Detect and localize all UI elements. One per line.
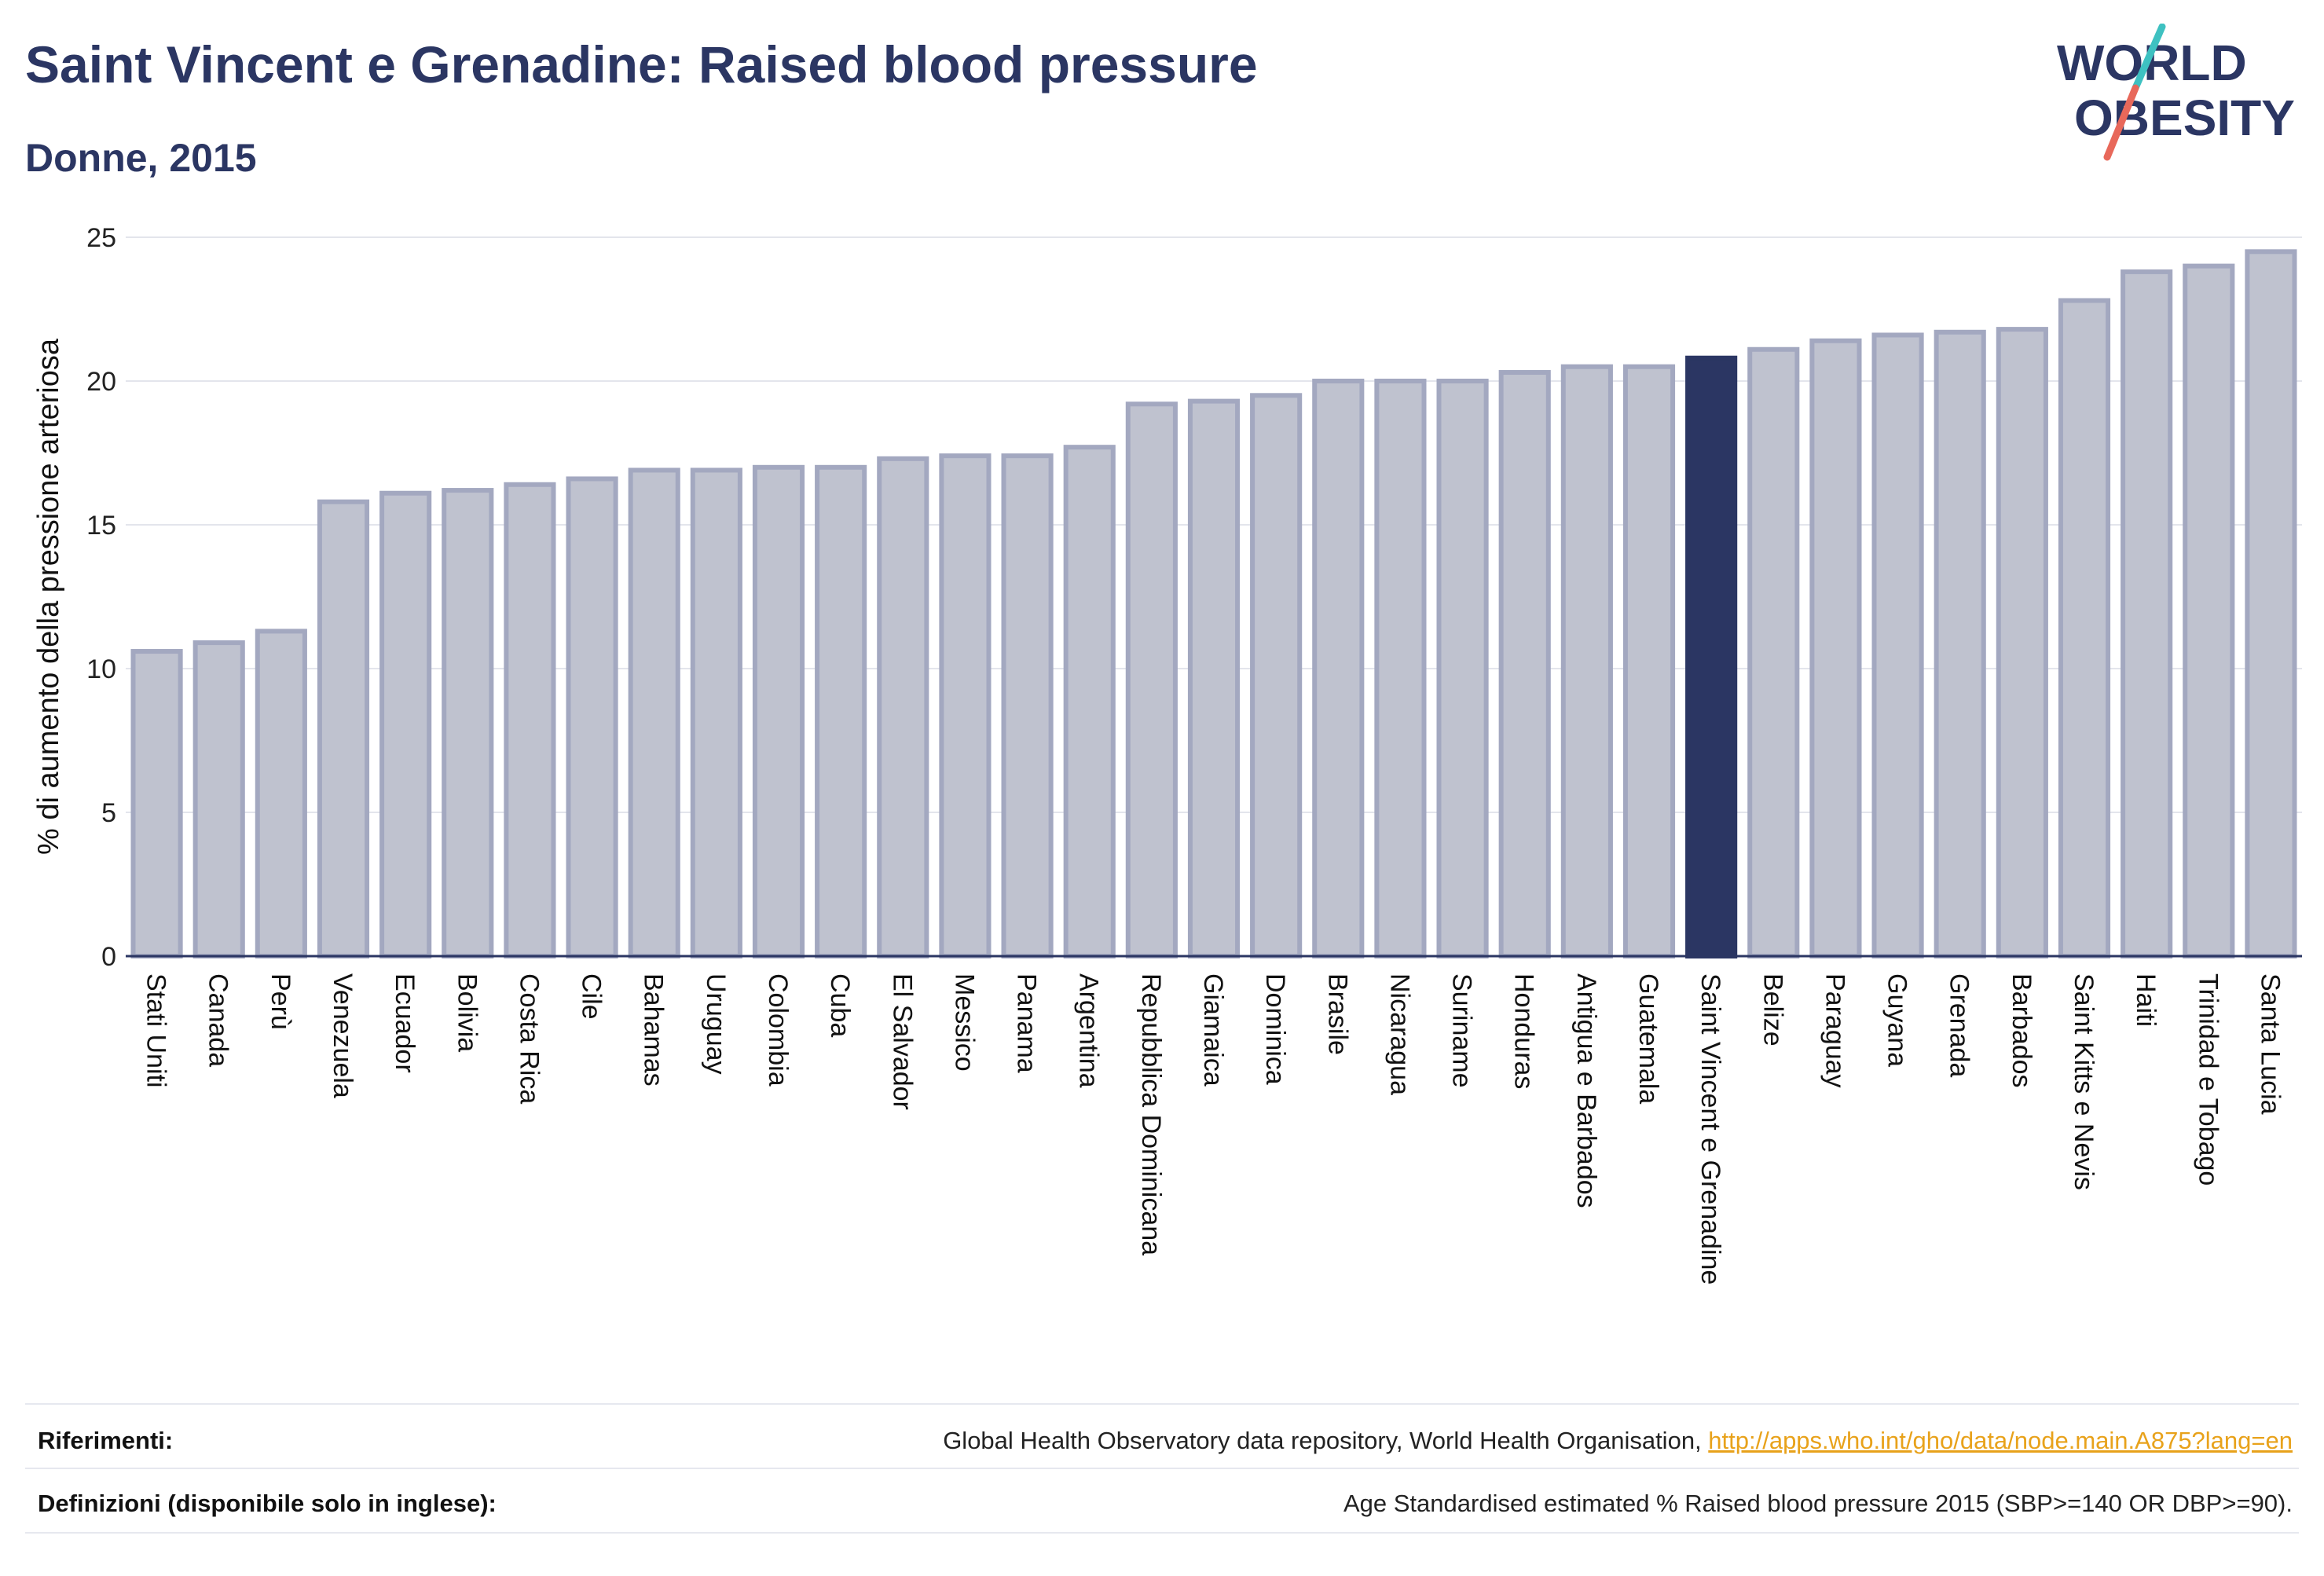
- x-tick-label: Costa Rica: [514, 973, 544, 1104]
- bar: [1001, 453, 1054, 958]
- bar: [1809, 338, 1862, 958]
- bar: [877, 456, 929, 958]
- bar: [317, 499, 370, 958]
- bar: [1374, 379, 1427, 958]
- x-tick-label: Trinidad e Tobago: [2193, 973, 2223, 1186]
- bar: [628, 467, 680, 958]
- x-tick-label: Ecuador: [390, 973, 420, 1073]
- bar: [2058, 298, 2111, 958]
- logo-line2: OBESITY: [2074, 90, 2295, 146]
- bar: [1747, 346, 1800, 958]
- x-tick-label: Argentina: [1074, 973, 1104, 1088]
- x-tick-label: Cuba: [825, 973, 855, 1037]
- references-label: Riferimenti:: [38, 1427, 174, 1454]
- y-tick-label: 0: [101, 942, 116, 972]
- x-tick-label: Giamaica: [1198, 973, 1228, 1087]
- footer-divider-middle: [25, 1468, 2299, 1469]
- x-tick-label: Guyana: [1882, 973, 1912, 1067]
- x-tick-label: El Salvador: [887, 973, 917, 1110]
- x-tick-label: Brasile: [1322, 973, 1352, 1055]
- bar: [192, 640, 245, 958]
- bar: [1187, 398, 1241, 958]
- x-tick-label: Venezuela: [328, 973, 357, 1098]
- bar: [1312, 379, 1365, 958]
- y-tick-label: 5: [101, 798, 116, 828]
- x-tick-label: Honduras: [1509, 973, 1539, 1089]
- bar: [255, 629, 307, 958]
- bar: [504, 482, 556, 958]
- y-tick-label: 10: [86, 654, 116, 684]
- bar: [1436, 379, 1489, 958]
- x-tick-label: Canada: [203, 973, 233, 1067]
- world-obesity-logo: WORLD OBESITY: [2057, 24, 2295, 161]
- x-tick-label: Guatemala: [1633, 973, 1663, 1104]
- x-tick-label: Colombia: [763, 973, 793, 1087]
- x-tick-label: Bolivia: [452, 973, 482, 1052]
- x-tick-label: Grenada: [1945, 973, 1974, 1077]
- logo-slash-top: [2132, 24, 2166, 92]
- chart-subtitle: Donne, 2015: [25, 136, 257, 180]
- x-tick-label: Saint Kitts e Nevis: [2069, 973, 2099, 1190]
- bar: [1871, 332, 1924, 958]
- x-tick-label: Antigua e Barbados: [1571, 973, 1601, 1208]
- bar: [1063, 445, 1116, 958]
- bar: [442, 488, 494, 958]
- bar: [130, 649, 183, 958]
- x-tick-label: Santa Lucia: [2255, 973, 2285, 1115]
- footer-divider-top: [25, 1403, 2299, 1405]
- x-tick-label: Cile: [577, 973, 607, 1020]
- bar: [1125, 401, 1178, 958]
- bar: [1996, 327, 2048, 958]
- bar: [2183, 263, 2235, 959]
- references-link[interactable]: http://apps.who.int/gho/data/node.main.A…: [1708, 1427, 2293, 1454]
- bar: [379, 490, 432, 958]
- bar: [2121, 269, 2173, 959]
- bar: [939, 453, 992, 958]
- x-tick-label: Belize: [1758, 973, 1787, 1046]
- y-axis-title: % di aumento della pressione arteriosa: [32, 338, 65, 855]
- bar-chart: 0 5 10 15 20 25 % di aumento della pressione a…: [32, 223, 2302, 1285]
- bar: [1250, 393, 1303, 958]
- x-tick-label: Nicaragua: [1384, 973, 1414, 1095]
- x-tick-label: Panama: [1012, 973, 1042, 1073]
- x-tick-label: Haiti: [2131, 973, 2161, 1027]
- chart-title: Saint Vincent e Grenadine: Raised blood …: [25, 35, 1258, 93]
- definitions-label: Definizioni (disponibile solo in inglese…: [38, 1490, 497, 1517]
- y-tick-label: 15: [86, 511, 116, 541]
- x-tick-label: Paraguay: [1820, 973, 1849, 1088]
- x-tick-label: Barbados: [2007, 973, 2036, 1088]
- x-tick-label: Saint Vincent e Grenadine: [1695, 973, 1725, 1285]
- x-tick-label: Messico: [949, 973, 979, 1072]
- x-tick-label: Suriname: [1447, 973, 1477, 1088]
- logo-slash-bottom: [2103, 84, 2139, 161]
- bar: [1498, 370, 1551, 958]
- references-value: Global Health Observatory data repositor…: [943, 1427, 2293, 1455]
- y-tick-label: 25: [86, 223, 116, 253]
- bar: [752, 464, 805, 958]
- bar: [566, 476, 618, 958]
- definitions-value: Age Standardised estimated % Raised bloo…: [1343, 1490, 2293, 1517]
- x-tick-label: Dominica: [1260, 973, 1290, 1085]
- x-tick-label: Uruguay: [701, 973, 731, 1075]
- x-tick-label: Perù: [266, 973, 295, 1030]
- bar: [1934, 329, 1986, 958]
- bar-highlight: [1685, 355, 1738, 959]
- x-tick-label: Repubblica Dominicana: [1136, 973, 1166, 1255]
- footer-divider-bottom: [25, 1532, 2299, 1534]
- references-text: Global Health Observatory data repositor…: [943, 1427, 1709, 1454]
- bar: [2245, 249, 2297, 958]
- bar: [1560, 364, 1613, 958]
- x-tick-label: Bahamas: [639, 973, 669, 1087]
- bar: [815, 464, 867, 958]
- bar: [690, 467, 742, 958]
- x-tick-label: Stati Uniti: [141, 973, 171, 1088]
- y-tick-label: 20: [86, 367, 116, 397]
- bar: [1622, 364, 1676, 958]
